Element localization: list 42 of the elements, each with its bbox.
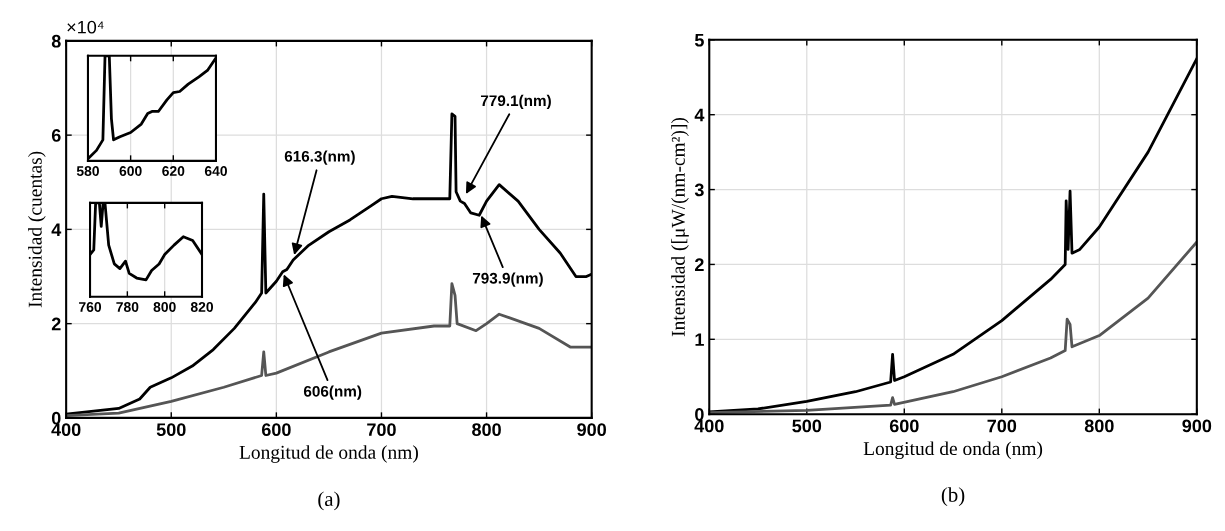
text: (b): [941, 487, 965, 507]
y-tick-label: 2: [51, 317, 61, 331]
x-tick-label: 580: [76, 166, 99, 176]
annotation: 793.9(nm): [472, 272, 543, 287]
y-axis-title: Intensidad (cuentas): [28, 151, 46, 308]
x-tick-label: 800: [1084, 419, 1114, 433]
x-tick-label: 600: [119, 166, 142, 176]
x-tick-label: 400: [51, 423, 81, 437]
y-tick-label: 0: [695, 408, 704, 421]
x-tick-label: 500: [792, 419, 822, 433]
x-tick-label: 760: [79, 302, 102, 312]
y-tick-label: 3: [694, 183, 704, 197]
x-tick-label: 780: [116, 302, 139, 312]
x-tick-label: 800: [472, 423, 501, 437]
y-tick-label: 8: [51, 34, 61, 48]
x-tick-label: 700: [367, 423, 396, 437]
y-tick-label: 5: [694, 33, 704, 47]
annotation: 606(nm): [303, 385, 362, 400]
x-tick-label: 600: [889, 419, 919, 433]
text: ×10⁴: [67, 20, 104, 34]
annotation: 779.1(nm): [480, 94, 551, 110]
x-tick-label: 620: [162, 166, 185, 176]
y-tick-label: 4: [694, 108, 705, 122]
x-tick-label: 600: [261, 423, 291, 437]
x-tick-label: 820: [190, 302, 214, 312]
text: (a): [318, 491, 340, 511]
x-axis-title: Longitud de onda (nm): [863, 441, 1043, 460]
y-tick-label: 0: [51, 411, 61, 425]
y-axis-title: Intensidad ([μW/(nm-cm²)]): [671, 117, 689, 337]
x-tick-label: 900: [1182, 419, 1212, 433]
annotation: 616.3(nm): [284, 150, 355, 165]
x-tick-label: 700: [987, 419, 1017, 433]
y-tick-label: 1: [695, 333, 704, 346]
y-tick-label: 2: [695, 258, 704, 271]
x-tick-label: 400: [694, 419, 724, 433]
x-tick-label: 640: [204, 166, 227, 176]
y-tick-label: 4: [51, 223, 62, 236]
x-tick-label: 800: [153, 302, 176, 312]
x-tick-label: 900: [577, 423, 606, 437]
y-tick-label: 6: [51, 129, 61, 142]
x-axis-title: Longitud de onda (nm): [239, 445, 418, 463]
x-tick-label: 500: [156, 423, 186, 437]
